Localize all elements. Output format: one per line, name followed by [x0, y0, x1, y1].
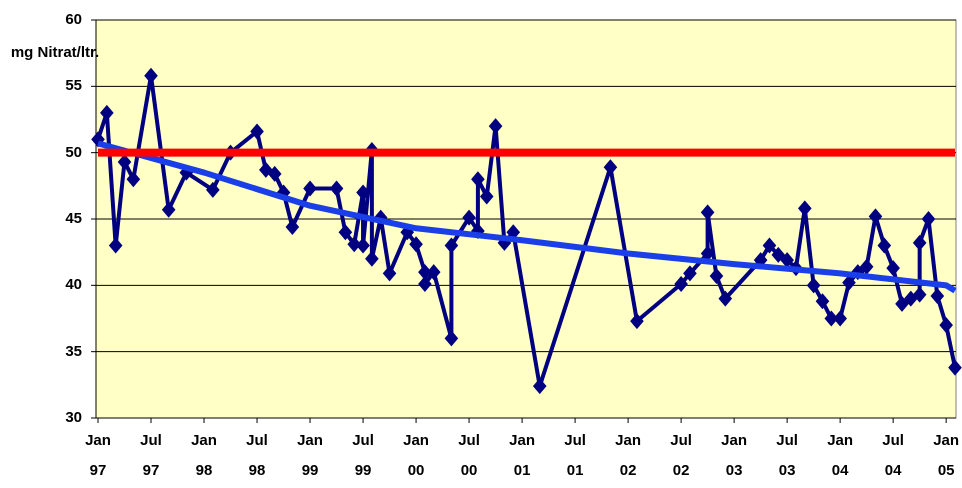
series-line	[97, 140, 957, 294]
x-tick-label: Jul 97	[140, 432, 162, 479]
data-point	[206, 181, 220, 198]
x-tick-label: Jul 02	[670, 432, 692, 479]
data-point	[700, 204, 715, 221]
data-point	[709, 268, 724, 285]
data-point	[700, 245, 715, 262]
y-tick-label: 40	[65, 276, 82, 294]
data-point	[630, 313, 644, 330]
data-point	[842, 274, 856, 291]
data-point	[683, 265, 697, 282]
y-tick-label: 60	[65, 11, 82, 28]
data-point	[126, 171, 141, 188]
data-point	[912, 286, 927, 303]
data-point	[877, 237, 892, 254]
data-point	[930, 287, 945, 304]
data-point	[912, 234, 927, 251]
x-tick-label: Jan 99	[297, 432, 323, 479]
data-point	[259, 161, 273, 178]
data-point	[948, 359, 962, 376]
x-tick-label: Jan 05	[933, 432, 960, 479]
data-point	[356, 184, 370, 201]
data-point	[426, 264, 441, 281]
data-point	[718, 290, 733, 307]
data-point	[532, 378, 547, 395]
data-point	[329, 180, 344, 197]
data-point	[100, 104, 114, 121]
data-point	[479, 188, 494, 205]
data-point	[338, 224, 353, 241]
y-tick-label: 30	[65, 409, 82, 426]
data-point	[815, 293, 830, 310]
y-tick-label: 50	[65, 143, 82, 161]
y-axis-label: mg Nitrat/ltr.	[10, 44, 100, 61]
data-point	[886, 260, 900, 277]
data-point	[108, 237, 123, 254]
x-tick-label: Jan 98	[191, 432, 217, 479]
y-tick-label: 45	[65, 210, 82, 227]
data-point	[798, 200, 812, 217]
data-point	[824, 310, 839, 327]
y-tick-label: 35	[65, 342, 82, 360]
data-point	[833, 310, 847, 327]
x-tick-label: Jul 99	[352, 432, 374, 479]
data-point	[418, 264, 432, 281]
x-tick-label: Jul 00	[458, 432, 480, 479]
data-point	[762, 237, 777, 254]
x-tick-label: Jul 01	[564, 432, 586, 479]
x-tick-label: Jan 01	[509, 432, 535, 479]
data-point	[939, 317, 953, 334]
data-point	[117, 153, 132, 170]
data-point	[267, 165, 282, 182]
data-point	[806, 277, 821, 294]
x-tick-label: Jul 04	[882, 432, 904, 479]
x-tick-label: Jan 00	[403, 432, 429, 479]
data-point	[506, 224, 521, 241]
data-point	[444, 237, 459, 254]
x-tick-label: Jul 03	[776, 432, 798, 479]
data-point	[603, 159, 618, 176]
data-point	[303, 180, 317, 197]
x-tick-label: Jan 03	[721, 432, 748, 479]
data-point	[674, 276, 688, 293]
data-point	[418, 276, 432, 293]
data-point	[462, 209, 476, 226]
data-point	[409, 236, 423, 253]
x-tick-label: Jan 97	[85, 432, 111, 479]
data-point	[868, 208, 883, 225]
data-point	[356, 237, 370, 254]
x-tick-label: Jan 02	[615, 432, 642, 479]
data-point	[780, 252, 794, 269]
data-point	[285, 218, 300, 235]
data-point	[488, 118, 503, 135]
data-point	[471, 171, 485, 188]
x-tick-label: Jul 98	[246, 432, 268, 479]
data-point	[144, 67, 158, 84]
data-point	[382, 265, 397, 282]
data-point	[921, 211, 936, 227]
data-point	[365, 250, 379, 267]
data-point	[859, 258, 874, 275]
data-point	[444, 330, 459, 347]
data-point	[250, 123, 264, 140]
data-point	[161, 201, 176, 218]
x-tick-label: Jan 04	[827, 432, 854, 479]
data-point	[347, 236, 362, 253]
y-tick-label: 55	[65, 77, 82, 95]
